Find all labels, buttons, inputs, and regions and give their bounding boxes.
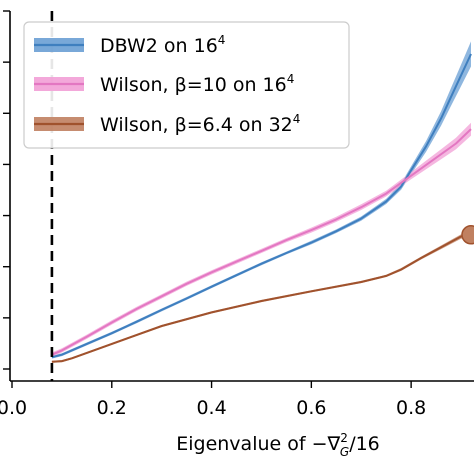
legend-label-sup: 4 [287,72,295,86]
legend-label-sup: 4 [218,33,226,47]
series-lines [51,53,472,363]
legend-label-1: DBW2 on 164 [100,33,225,57]
x-axis-label-suffix: /16 [349,433,380,455]
x-axis-label-sup: 2 [340,431,348,445]
axes [9,11,474,382]
x-tick-label: 0.0 [0,397,27,419]
series-line-1 [51,53,472,359]
legend-label-text: Wilson, β=6.4 on 32 [100,114,293,136]
x-tick-label: 0.6 [296,397,326,419]
legend-label-2: Wilson, β=10 on 164 [100,72,294,96]
x-tick-label: 0.2 [97,397,127,419]
x-axis-label-sub: G [340,445,349,459]
series-line-2 [51,128,472,356]
x-axis-label-prefix: Eigenvalue of −∇ [176,433,340,455]
legend-label-3: Wilson, β=6.4 on 324 [100,112,300,136]
x-axis-label: Eigenvalue of −∇2 G/16 [176,431,380,459]
x-tick-label: 0.4 [196,397,226,419]
x-tick-label: 0.8 [396,397,426,419]
legend-label-sup: 4 [293,112,301,126]
series-end-marker-3 [461,225,474,245]
series-line-3 [51,233,472,363]
legend-label-text: Wilson, β=10 on 16 [100,74,287,96]
series-end-markers [461,225,474,245]
legend-frame [23,21,350,149]
y-ticks [3,10,10,370]
legend-label-text: DBW2 on 16 [100,35,218,57]
x-ticks: 0.0 0.2 0.4 0.6 0.8 [0,381,426,419]
